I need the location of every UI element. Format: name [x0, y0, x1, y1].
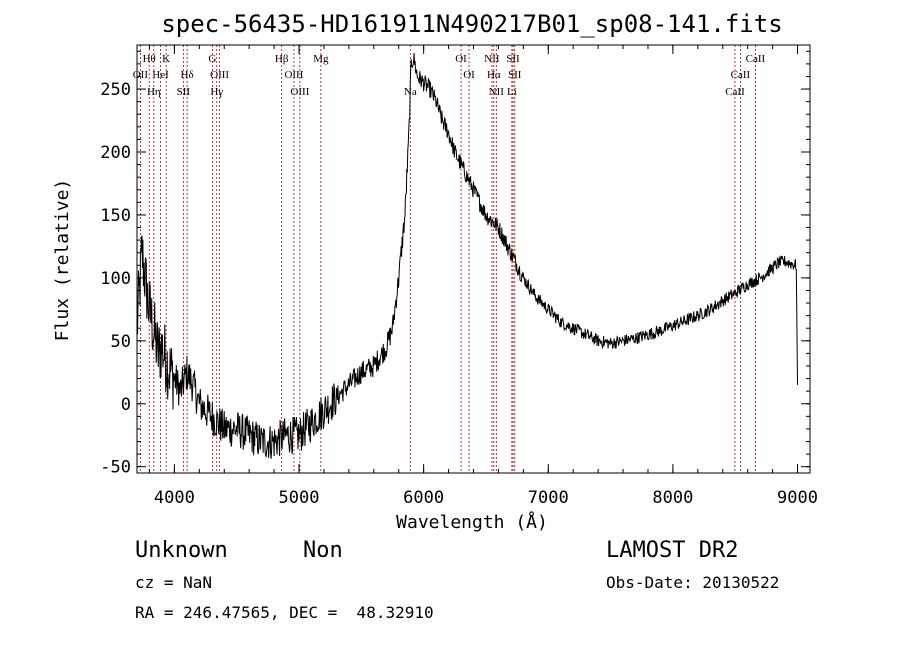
y-tick-label: 150 [100, 206, 131, 226]
y-axis: -50 0 50 100 150 200 250 [100, 50, 810, 478]
marker-label: Mg [313, 53, 329, 65]
x-tick-label: 7000 [528, 488, 569, 508]
obs-date: Obs-Date: 20130522 [606, 573, 780, 592]
y-tick-label: -50 [100, 458, 131, 478]
marker-label: OI [455, 53, 467, 65]
marker-label: OIII [210, 69, 229, 81]
marker-label: K [162, 53, 170, 65]
y-axis-label: Flux (relative) [52, 179, 73, 342]
marker-label: OII [133, 69, 149, 81]
x-tick-label: 6000 [403, 488, 444, 508]
x-axis: 4000 5000 6000 7000 8000 9000 [148, 45, 818, 508]
object-class: Unknown [135, 538, 228, 563]
x-tick-label: 5000 [279, 488, 320, 508]
marker-label: Hγ [210, 86, 223, 98]
spectrum-line [136, 52, 798, 459]
marker-label: OIII [284, 69, 303, 81]
plot-frame [136, 44, 811, 474]
marker-label: Li [507, 86, 517, 98]
coordinates: RA = 246.47565, DEC = 48.32910 [135, 603, 434, 622]
marker-label: Hη [147, 86, 161, 98]
marker-label: Hδ [181, 69, 194, 81]
object-subclass: Non [303, 538, 343, 563]
marker-label: CaII [725, 86, 745, 98]
marker-label: NII [489, 86, 505, 98]
y-tick-label: 250 [100, 80, 131, 100]
marker-label: G [208, 53, 216, 65]
marker-label: CaII [746, 53, 766, 65]
survey-name: LAMOST DR2 [606, 538, 739, 563]
marker-label: Hα [487, 69, 501, 81]
marker-label: NII [484, 53, 500, 65]
marker-label: SII [508, 69, 522, 81]
chart-title: spec-56435-HD161911N490217B01_sp08-141.f… [161, 10, 782, 38]
marker-label: SII [177, 86, 191, 98]
marker-label: Hθ [143, 53, 156, 65]
marker-label: CaII [731, 69, 751, 81]
marker-label: SII [506, 53, 520, 65]
marker-label: OI [463, 69, 475, 81]
x-axis-label: Wavelength (Å) [396, 511, 548, 533]
marker-label: Hβ [275, 53, 289, 65]
x-tick-label: 8000 [652, 488, 693, 508]
y-tick-label: 100 [100, 269, 131, 289]
x-tick-label: 9000 [777, 488, 818, 508]
x-tick-label: 4000 [154, 488, 195, 508]
marker-label: OIII [290, 86, 309, 98]
y-tick-label: 0 [121, 395, 131, 415]
y-tick-label: 50 [111, 332, 131, 352]
redshift-text: cz = NaN [135, 573, 213, 592]
y-tick-label: 200 [100, 143, 131, 163]
marker-label: HeI [152, 69, 169, 81]
